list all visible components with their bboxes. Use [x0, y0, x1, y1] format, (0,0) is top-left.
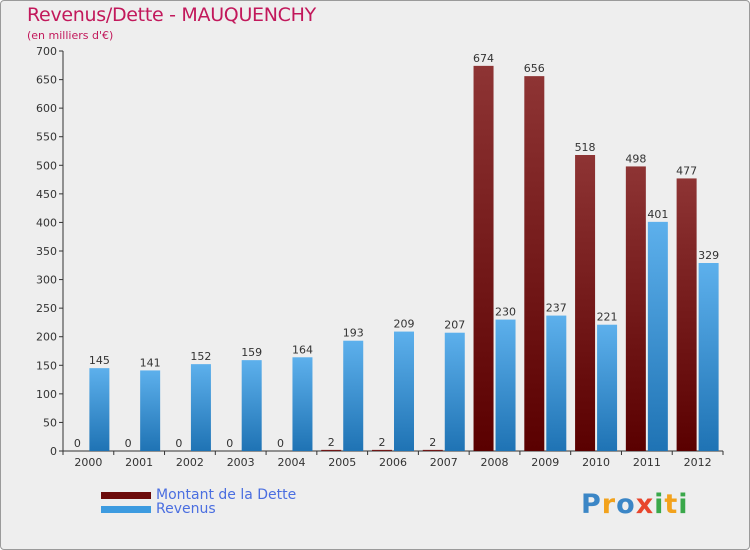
logo-letter: r [601, 489, 617, 520]
data-label-revenus: 329 [698, 249, 719, 262]
bar-revenus [241, 360, 262, 451]
proxiti-logo: Proxiti [581, 489, 689, 520]
data-label-debt: 0 [125, 437, 132, 450]
x-tick-label: 2004 [277, 456, 305, 469]
bar-revenus [140, 370, 161, 451]
data-label-debt: 674 [473, 52, 494, 65]
data-label-debt: 498 [625, 152, 646, 165]
bar-debt [473, 65, 494, 451]
x-tick-label: 2007 [430, 456, 458, 469]
data-label-revenus: 401 [647, 208, 668, 221]
bar-debt [625, 166, 646, 451]
data-label-debt: 518 [575, 141, 596, 154]
chart-title: Revenus/Dette - MAUQUENCHY [27, 4, 316, 26]
x-tick-label: 2002 [176, 456, 204, 469]
bar-revenus [292, 357, 313, 451]
bar-debt [676, 178, 697, 451]
data-label-revenus: 237 [546, 302, 567, 315]
data-label-debt: 0 [175, 437, 182, 450]
bar-revenus [698, 263, 719, 451]
y-tick-label: 550 [36, 131, 57, 144]
chart-subtitle: (en milliers d'€) [27, 29, 114, 42]
data-label-revenus: 159 [241, 346, 262, 359]
data-label-debt: 0 [277, 437, 284, 450]
legend-label-revenus: Revenus [156, 501, 216, 517]
y-tick-label: 650 [36, 74, 57, 87]
logo-letter: P [581, 489, 602, 520]
data-label-revenus: 221 [597, 311, 618, 324]
data-label-debt: 0 [74, 437, 81, 450]
data-label-debt: 656 [524, 62, 545, 75]
y-tick-label: 0 [50, 445, 57, 458]
x-tick-label: 2000 [74, 456, 102, 469]
data-label-revenus: 207 [444, 319, 465, 332]
data-label-revenus: 145 [89, 354, 110, 367]
y-tick-label: 200 [36, 331, 57, 344]
legend-label-debt: Montant de la Dette [156, 487, 297, 503]
x-tick-label: 2009 [531, 456, 559, 469]
x-tick-label: 2006 [379, 456, 407, 469]
bar-debt [422, 449, 443, 451]
y-tick-label: 450 [36, 188, 57, 201]
x-tick-label: 2003 [227, 456, 255, 469]
x-tick-label: 2008 [481, 456, 509, 469]
logo-letter: x [635, 489, 655, 520]
logo-letter: i [654, 489, 665, 520]
bar-debt [372, 449, 392, 451]
data-label-debt: 2 [328, 436, 335, 449]
bar-revenus [647, 221, 668, 451]
bar-revenus [444, 332, 465, 451]
bar-revenus [343, 340, 364, 451]
y-tick-label: 300 [36, 274, 57, 287]
data-label-revenus: 152 [190, 350, 211, 363]
x-tick-label: 2010 [582, 456, 610, 469]
y-tick-label: 100 [36, 388, 57, 401]
bar-revenus [89, 368, 110, 451]
x-tick-label: 2001 [125, 456, 153, 469]
legend-swatch-debt [101, 492, 151, 499]
bar-debt [321, 449, 342, 451]
y-tick-label: 700 [36, 45, 57, 58]
y-tick-label: 500 [36, 159, 57, 172]
logo-letter: t [664, 489, 679, 520]
data-label-debt: 2 [429, 436, 436, 449]
y-tick-label: 600 [36, 102, 57, 115]
x-tick-label: 2012 [684, 456, 712, 469]
data-label-debt: 2 [379, 436, 386, 449]
bar-revenus [495, 319, 516, 451]
y-tick-label: 50 [43, 416, 57, 429]
bar-revenus [394, 331, 414, 451]
x-tick-label: 2011 [633, 456, 661, 469]
data-label-revenus: 141 [140, 356, 161, 369]
logo-letter: o [616, 489, 636, 520]
data-label-revenus: 230 [495, 306, 516, 319]
bar-debt [524, 76, 545, 452]
logo-letter: i [678, 489, 689, 520]
y-tick-label: 350 [36, 245, 57, 258]
data-label-debt: 477 [676, 164, 697, 177]
bar-debt [575, 155, 596, 451]
bar-revenus [546, 315, 567, 451]
x-tick-label: 2005 [328, 456, 356, 469]
y-tick-label: 250 [36, 302, 57, 315]
data-label-revenus: 209 [394, 318, 415, 331]
data-label-revenus: 193 [343, 327, 364, 340]
bar-revenus [190, 364, 211, 451]
legend-swatch-revenus [101, 506, 151, 513]
y-tick-label: 400 [36, 216, 57, 229]
y-tick-label: 150 [36, 359, 57, 372]
bar-revenus [597, 324, 618, 451]
data-label-debt: 0 [226, 437, 233, 450]
data-label-revenus: 164 [292, 343, 313, 356]
